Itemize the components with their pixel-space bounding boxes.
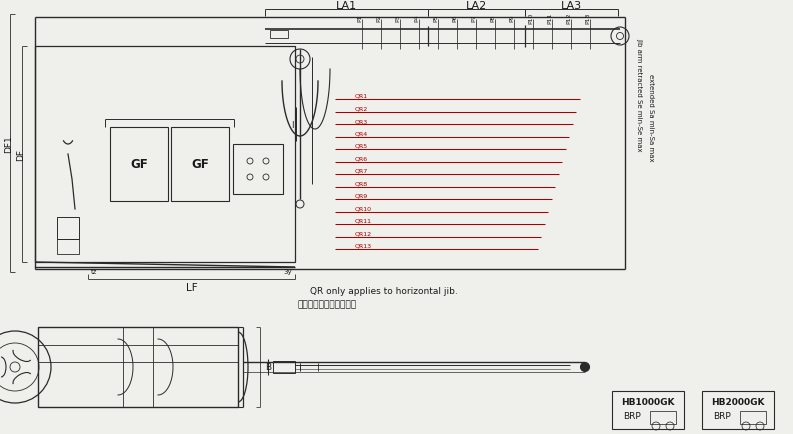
Text: LA3: LA3 xyxy=(561,1,582,11)
Circle shape xyxy=(580,363,589,372)
Text: LA2: LA2 xyxy=(465,1,487,11)
Text: QR8: QR8 xyxy=(355,181,368,186)
Text: P6: P6 xyxy=(452,14,457,22)
Text: QR10: QR10 xyxy=(355,206,372,211)
Text: HB1000GK: HB1000GK xyxy=(621,398,675,407)
Bar xyxy=(57,240,79,254)
Text: I: I xyxy=(292,120,294,129)
Bar xyxy=(702,391,774,429)
Text: GF: GF xyxy=(191,158,209,171)
Text: BRP: BRP xyxy=(713,411,731,421)
Text: P8: P8 xyxy=(490,14,495,22)
Text: P13: P13 xyxy=(585,12,590,24)
Text: tz: tz xyxy=(91,268,98,274)
Bar xyxy=(233,145,283,194)
Text: P1: P1 xyxy=(357,14,362,22)
Bar xyxy=(171,128,229,201)
Bar xyxy=(612,391,684,429)
Text: P5: P5 xyxy=(433,14,438,22)
Text: 3y: 3y xyxy=(283,268,292,274)
Text: GF: GF xyxy=(130,158,147,171)
Text: QR1: QR1 xyxy=(355,94,368,99)
Text: LA1: LA1 xyxy=(336,1,357,11)
Text: QR5: QR5 xyxy=(355,144,368,149)
Bar xyxy=(740,411,766,424)
Text: P10: P10 xyxy=(528,12,533,23)
Text: P4: P4 xyxy=(414,14,419,22)
Text: LF: LF xyxy=(186,283,197,293)
Text: QR3: QR3 xyxy=(355,119,368,124)
Text: QR2: QR2 xyxy=(355,106,368,111)
Text: QR7: QR7 xyxy=(355,169,368,174)
Text: jib arm retracted Se min-Se max: jib arm retracted Se min-Se max xyxy=(636,38,642,151)
Bar xyxy=(273,361,295,373)
Text: P9: P9 xyxy=(509,14,514,22)
Text: QR4: QR4 xyxy=(355,131,368,136)
Text: P11: P11 xyxy=(547,12,552,23)
Text: QR only applies to horizontal jib.: QR only applies to horizontal jib. xyxy=(310,286,458,295)
Bar xyxy=(35,47,295,263)
Text: QR13: QR13 xyxy=(355,243,372,248)
Bar xyxy=(110,128,168,201)
Text: HB2000GK: HB2000GK xyxy=(711,398,764,407)
Text: P3: P3 xyxy=(395,14,400,22)
Text: extended Sa min-Sa max: extended Sa min-Sa max xyxy=(648,74,654,161)
Text: DF1: DF1 xyxy=(5,135,13,152)
Text: QR12: QR12 xyxy=(355,231,372,236)
Text: DF: DF xyxy=(17,149,25,161)
Text: 请看不同位置的起重量图: 请看不同位置的起重量图 xyxy=(298,299,357,308)
Text: QR11: QR11 xyxy=(355,218,372,224)
Text: QR6: QR6 xyxy=(355,156,368,161)
Text: P2: P2 xyxy=(376,14,381,22)
Bar xyxy=(57,217,79,240)
Bar xyxy=(650,411,676,424)
Bar xyxy=(270,31,288,39)
Text: P12: P12 xyxy=(566,12,571,24)
Bar xyxy=(38,327,238,407)
Text: B: B xyxy=(265,363,271,372)
Text: QR9: QR9 xyxy=(355,194,368,198)
Text: P7: P7 xyxy=(471,14,476,22)
Text: BRP: BRP xyxy=(623,411,641,421)
